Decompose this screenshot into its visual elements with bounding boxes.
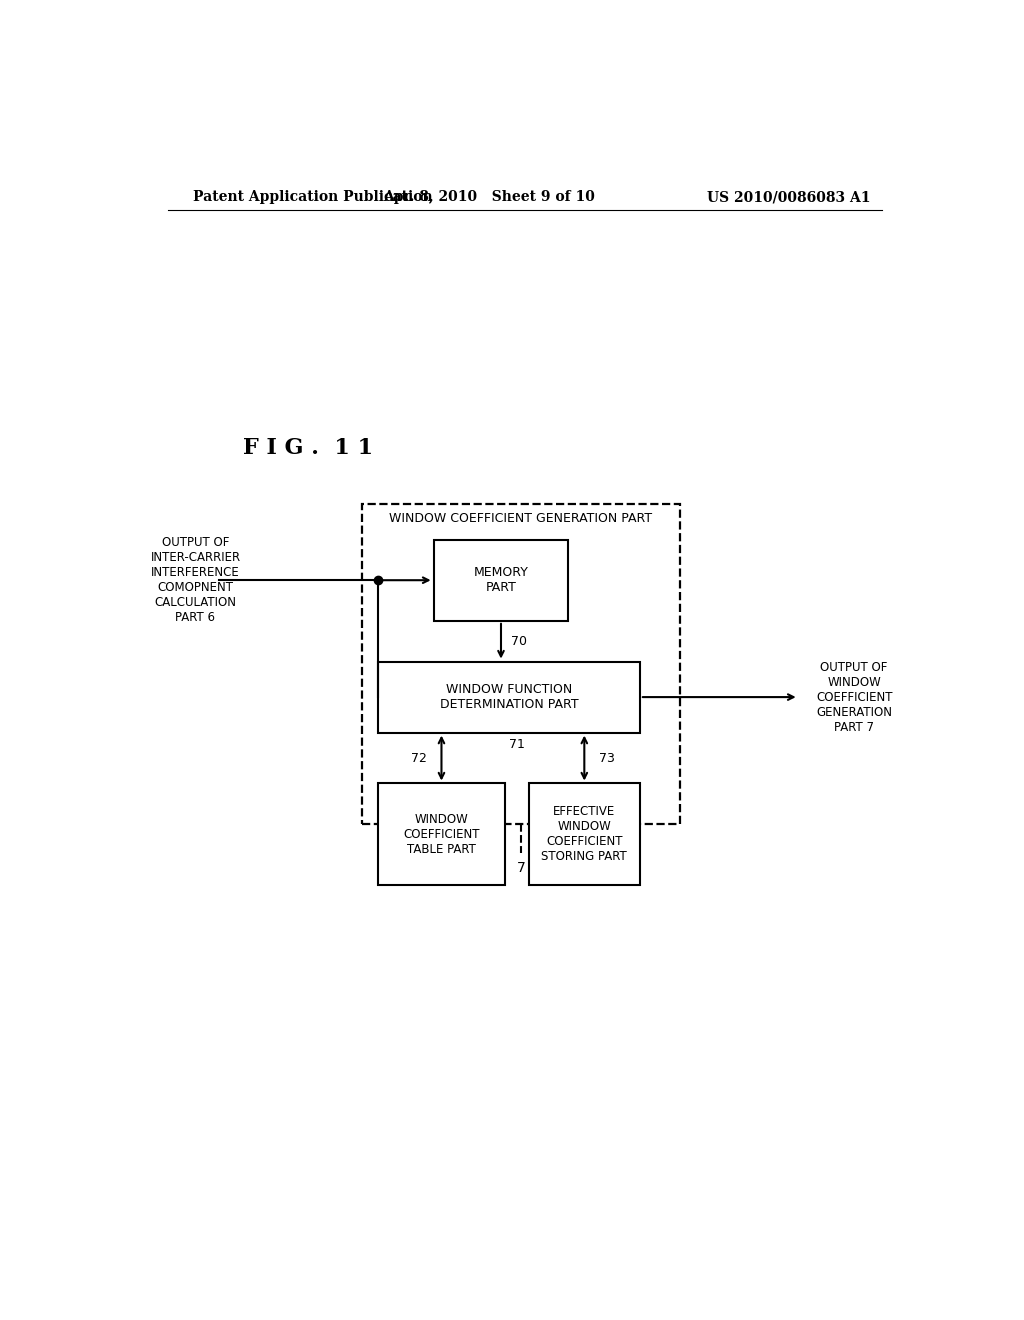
Text: 72: 72: [412, 751, 427, 764]
Text: EFFECTIVE
WINDOW
COEFFICIENT
STORING PART: EFFECTIVE WINDOW COEFFICIENT STORING PAR…: [542, 805, 627, 863]
Bar: [378, 784, 505, 886]
Text: OUTPUT OF
INTER-CARRIER
INTERFERENCE
COMOPNENT
CALCULATION
PART 6: OUTPUT OF INTER-CARRIER INTERFERENCE COM…: [151, 536, 241, 624]
Text: 7: 7: [516, 861, 525, 875]
Bar: [528, 784, 640, 886]
Bar: [362, 504, 680, 824]
Text: Patent Application Publication: Patent Application Publication: [194, 190, 433, 205]
Text: 71: 71: [509, 738, 525, 751]
Text: F I G .  1 1: F I G . 1 1: [243, 437, 373, 459]
Text: MEMORY
PART: MEMORY PART: [473, 566, 528, 594]
Text: 73: 73: [599, 751, 614, 764]
Text: Apr. 8, 2010   Sheet 9 of 10: Apr. 8, 2010 Sheet 9 of 10: [383, 190, 595, 205]
Text: WINDOW
COEFFICIENT
TABLE PART: WINDOW COEFFICIENT TABLE PART: [403, 813, 479, 855]
Bar: [378, 661, 640, 733]
Text: WINDOW FUNCTION
DETERMINATION PART: WINDOW FUNCTION DETERMINATION PART: [439, 682, 579, 711]
Text: 70: 70: [511, 635, 526, 648]
Text: US 2010/0086083 A1: US 2010/0086083 A1: [707, 190, 870, 205]
Text: OUTPUT OF
WINDOW
COEFFICIENT
GENERATION
PART 7: OUTPUT OF WINDOW COEFFICIENT GENERATION …: [816, 660, 892, 734]
Text: WINDOW COEFFICIENT GENERATION PART: WINDOW COEFFICIENT GENERATION PART: [389, 512, 652, 525]
Bar: [433, 540, 568, 620]
